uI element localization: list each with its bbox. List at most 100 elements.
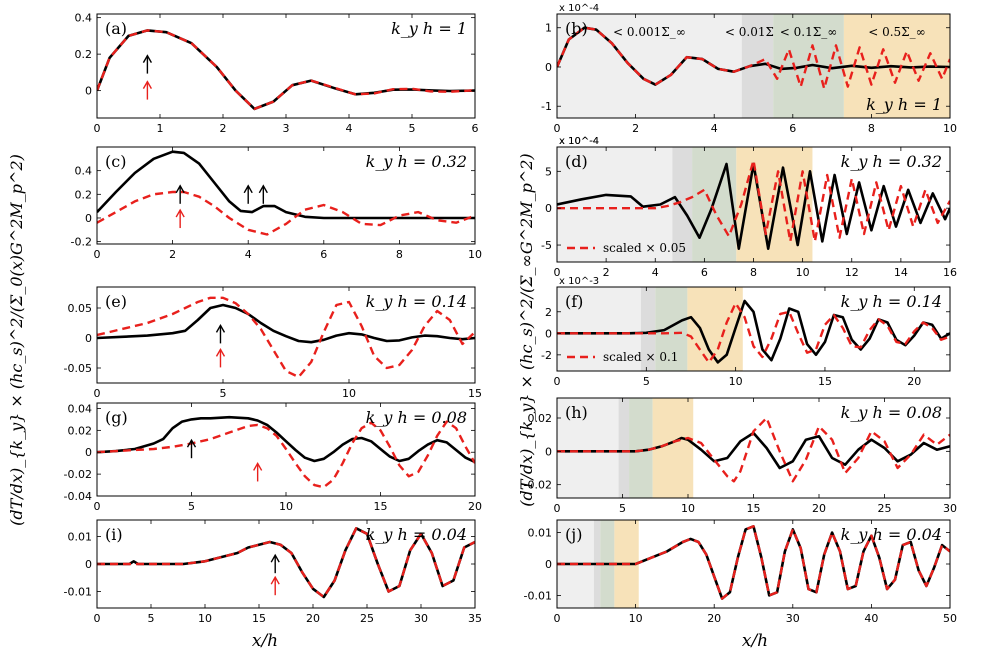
y-tick-label: 0 (85, 558, 92, 571)
x-tick-label: 6 (320, 248, 327, 261)
y-tick-label: -0.02 (524, 479, 552, 492)
x-tick-label: 50 (943, 612, 957, 625)
x-tick-label: 35 (468, 612, 482, 625)
y-tick-label: 0 (85, 85, 92, 98)
x-tick-label: 5 (643, 375, 650, 388)
x-tick-label: 12 (845, 266, 859, 279)
x-tick-label: 10 (279, 500, 293, 513)
x-tick-label: 6 (789, 122, 796, 135)
x-tick-label: 5 (148, 612, 155, 625)
x-tick-label: 10 (198, 612, 212, 625)
y-tick-label: 0.02 (68, 424, 93, 437)
series-black-line (557, 162, 950, 250)
x-tick-label: 20 (907, 375, 921, 388)
kyh-label: k_y h = 0.08 (366, 408, 467, 427)
x-tick-label: 0 (94, 248, 101, 261)
x-tick-label: 4 (711, 122, 718, 135)
shaded-band-1 (557, 14, 742, 118)
x-tick-label: 10 (681, 502, 695, 515)
series-black-line (97, 415, 475, 464)
x-tick-label: 15 (818, 375, 832, 388)
series-red-dashed-line (97, 29, 475, 111)
y-tick-label: 0 (545, 202, 552, 215)
x-tick-label: 30 (414, 612, 428, 625)
axis-scale-label: x 10^-4 (559, 136, 599, 147)
x-tick-label: 5 (619, 502, 626, 515)
x-tick-label: 15 (468, 387, 482, 400)
y-tick-label: -0.01 (524, 589, 552, 602)
plot-frame (96, 286, 476, 384)
x-tick-label: 14 (894, 266, 908, 279)
y-tick-label: 5 (545, 165, 552, 178)
series-red-dashed-line (557, 302, 950, 364)
x-tick-label: 10 (729, 375, 743, 388)
x-tick-label: 6 (701, 266, 708, 279)
panel-label: (e) (105, 292, 127, 311)
x-tick-label: 2 (169, 248, 176, 261)
x-tick-label: 0 (554, 612, 561, 625)
shaded-band-2 (672, 147, 693, 262)
arrow-red-head (142, 80, 153, 89)
x-tick-label: 15 (374, 500, 388, 513)
x-tick-label: 16 (943, 266, 957, 279)
series-black-line (557, 299, 950, 364)
x-tick-label: 1 (157, 122, 164, 135)
series-red-dashed-line (557, 525, 950, 600)
kyh-label: k_y h = 0.04 (366, 525, 467, 544)
x-tick-label: 3 (283, 122, 290, 135)
panel-b: < 0.001Σ_∞ < 0.01Σ_∞< 0.1Σ_∞ < 0.5Σ_∞0 2 4 6 8… (541, 3, 957, 147)
x-tick-label: 0 (554, 375, 561, 388)
x-tick-label: 15 (747, 502, 761, 515)
x-tick-label: 30 (786, 612, 800, 625)
y-tick-label: -0.04 (64, 490, 92, 503)
arrow-red-head (253, 462, 263, 471)
x-tick-label: 25 (878, 502, 892, 515)
y-tick-label: 1 (545, 22, 552, 35)
panel-label: (c) (105, 152, 126, 171)
arrow-black-head (186, 438, 197, 448)
plot-frame (96, 146, 476, 245)
kyh-label: k_y h = 0.04 (841, 525, 942, 544)
x-tick-label: 10 (468, 248, 482, 261)
arrow-red-head (215, 347, 226, 357)
panel-label: (j) (565, 525, 582, 544)
y-tick-label: -1 (541, 100, 552, 113)
panel-label: (d) (565, 152, 588, 171)
y-tick-label: 0 (545, 327, 552, 340)
x-tick-label: 8 (868, 122, 875, 135)
shaded-band-4 (736, 147, 813, 262)
x-tick-label: 20 (468, 500, 482, 513)
y-tick-label: 0.4 (75, 12, 93, 25)
arrow-black-head (243, 184, 253, 194)
x-tick-label: 6 (472, 122, 479, 135)
kyh-label: k_y h = 1 (866, 95, 942, 114)
panel-label: (a) (105, 19, 127, 38)
x-tick-label: 10 (629, 612, 643, 625)
panel-label: (h) (565, 403, 588, 422)
plot-frame (556, 286, 951, 372)
x-tick-label: 30 (943, 502, 957, 515)
x-tick-label: 2 (220, 122, 227, 135)
x-axis-label-right: x/h (742, 631, 768, 651)
y-tick-label: 0.4 (75, 165, 93, 178)
x-tick-label: 2 (632, 122, 639, 135)
axis-scale-label-bottom: x 10^-4 (559, 136, 599, 147)
x-tick-label: 0 (554, 266, 561, 279)
series-red-dashed-line (97, 527, 475, 599)
y-tick-label: 0 (545, 61, 552, 74)
x-tick-label: 15 (252, 612, 266, 625)
y-tick-label: -0.2 (71, 236, 92, 249)
x-tick-label: 0 (94, 387, 101, 400)
y-tick-label: -5 (541, 239, 552, 252)
panel-c: 0 2 4 6 8 10-0.200.20.4(c) k_y h = 0.32 (71, 146, 482, 261)
panel-label: (f) (565, 292, 583, 311)
shaded-band-3 (629, 398, 653, 498)
y-tick-label: 0 (85, 446, 92, 459)
y-tick-label: 0.01 (528, 527, 553, 540)
shaded-band-1 (557, 398, 619, 498)
y-tick-label: 0 (545, 445, 552, 458)
